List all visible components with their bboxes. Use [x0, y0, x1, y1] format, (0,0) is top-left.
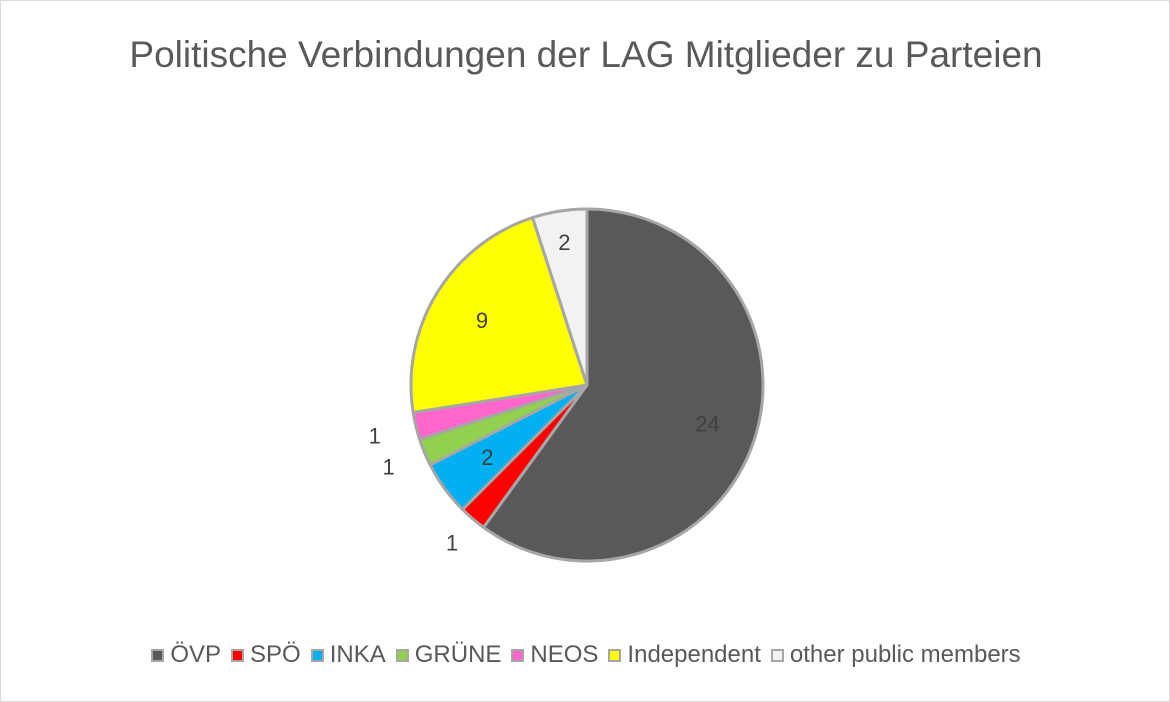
legend-swatch — [395, 648, 409, 662]
legend-label: SPÖ — [250, 641, 301, 668]
data-label-neos: 1 — [369, 423, 381, 448]
legend-swatch — [310, 648, 324, 662]
legend-swatch — [151, 648, 165, 662]
chart-title: Politische Verbindungen der LAG Mitglied… — [129, 34, 1043, 75]
legend-label: other public members — [789, 641, 1021, 668]
legend-label: Independent — [627, 641, 761, 668]
legend-swatch — [608, 648, 622, 662]
legend-swatch — [511, 648, 525, 662]
pie-slice-other-public-members — [531, 207, 589, 387]
data-label-spö: 1 — [446, 530, 458, 555]
legend-label: NEOS — [530, 641, 599, 668]
data-label-övp: 24 — [695, 412, 719, 437]
legend-item-other-public-members: other public members — [770, 641, 1021, 669]
legend-item-grüne: GRÜNE — [395, 641, 502, 669]
legend-swatch — [770, 648, 784, 662]
pie-slice-övp — [482, 207, 765, 563]
legend-label: INKA — [329, 641, 386, 668]
legend-item-neos: NEOS — [511, 641, 598, 669]
pie-slice-independent — [409, 216, 589, 415]
data-label-independent: 9 — [476, 308, 488, 333]
legend-label: GRÜNE — [414, 641, 502, 668]
legend-swatch — [231, 648, 245, 662]
legend-item-övp: ÖVP — [151, 641, 221, 669]
legend-item-inka: INKA — [310, 641, 386, 669]
data-label-inka: 2 — [481, 445, 493, 470]
data-label-grüne: 1 — [382, 455, 394, 480]
legend-label: ÖVP — [170, 641, 222, 668]
chart-legend: ÖVP SPÖ INKA GRÜNE NEOS Independent other publ… — [1, 641, 1170, 669]
legend-item-spö: SPÖ — [231, 641, 301, 669]
data-label-other-public-members: 2 — [558, 230, 570, 255]
legend-item-independent: Independent — [608, 641, 761, 669]
